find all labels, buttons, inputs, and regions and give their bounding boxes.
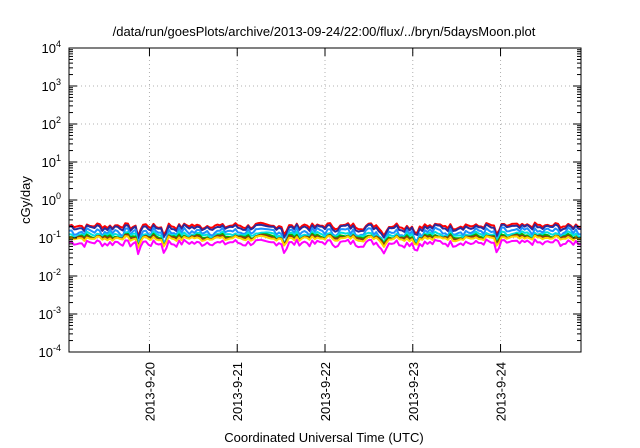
y-tick-label: 10-4 <box>39 343 61 360</box>
x-tick-label: 2013-9-22 <box>318 362 333 421</box>
y-tick-labels: 104 103 102 101 100 10-1 10-2 10-3 10-4 <box>39 39 61 360</box>
ticks <box>69 47 581 353</box>
x-tick-label: 2013-9-21 <box>230 362 245 421</box>
y-tick-label: 10-3 <box>39 305 61 322</box>
series-line-6 <box>68 234 582 249</box>
y-tick-label: 101 <box>42 153 61 170</box>
x-tick-label: 2013-9-24 <box>494 362 509 421</box>
y-axis-label: cGy/day <box>18 176 33 224</box>
y-tick-label: 10-2 <box>39 267 61 284</box>
x-axis-label: Coordinated Universal Time (UTC) <box>224 430 423 445</box>
x-tick-labels: 2013-9-20 2013-9-21 2013-9-22 2013-9-23 2013… <box>142 362 508 421</box>
series-line-1 <box>68 223 582 240</box>
x-tick-label: 2013-9-20 <box>142 362 157 421</box>
series-group <box>68 221 582 256</box>
series-line-7 <box>68 238 582 256</box>
y-tick-label: 10-1 <box>39 229 61 246</box>
y-tick-label: 102 <box>42 115 61 132</box>
x-tick-label: 2013-9-23 <box>406 362 421 421</box>
grid <box>69 48 581 352</box>
y-tick-label: 104 <box>42 39 61 56</box>
y-tick-label: 103 <box>42 77 61 94</box>
y-tick-label: 100 <box>42 191 61 208</box>
chart-title: /data/run/goesPlots/archive/2013-09-24/2… <box>113 24 536 39</box>
